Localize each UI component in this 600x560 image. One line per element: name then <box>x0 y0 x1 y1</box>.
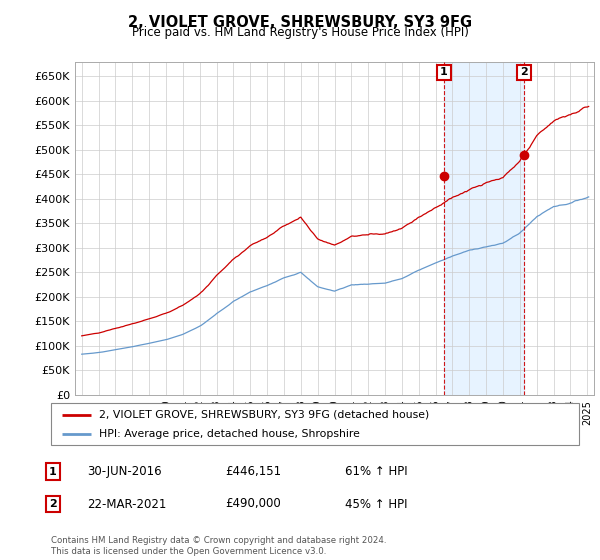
Text: £446,151: £446,151 <box>225 465 281 478</box>
Text: 61% ↑ HPI: 61% ↑ HPI <box>345 465 407 478</box>
Text: 1: 1 <box>440 67 448 77</box>
Text: 30-JUN-2016: 30-JUN-2016 <box>87 465 161 478</box>
Text: 22-MAR-2021: 22-MAR-2021 <box>87 497 166 511</box>
Text: Price paid vs. HM Land Registry's House Price Index (HPI): Price paid vs. HM Land Registry's House … <box>131 26 469 39</box>
Bar <box>444 62 524 395</box>
Text: £490,000: £490,000 <box>225 497 281 511</box>
Text: Contains HM Land Registry data © Crown copyright and database right 2024.
This d: Contains HM Land Registry data © Crown c… <box>51 536 386 556</box>
Text: 2, VIOLET GROVE, SHREWSBURY, SY3 9FG: 2, VIOLET GROVE, SHREWSBURY, SY3 9FG <box>128 15 472 30</box>
Text: 2, VIOLET GROVE, SHREWSBURY, SY3 9FG (detached house): 2, VIOLET GROVE, SHREWSBURY, SY3 9FG (de… <box>98 409 429 419</box>
Text: 2: 2 <box>49 499 56 509</box>
Text: HPI: Average price, detached house, Shropshire: HPI: Average price, detached house, Shro… <box>98 429 359 439</box>
Text: 1: 1 <box>49 466 56 477</box>
Text: 45% ↑ HPI: 45% ↑ HPI <box>345 497 407 511</box>
Text: 2: 2 <box>520 67 528 77</box>
FancyBboxPatch shape <box>51 403 579 445</box>
